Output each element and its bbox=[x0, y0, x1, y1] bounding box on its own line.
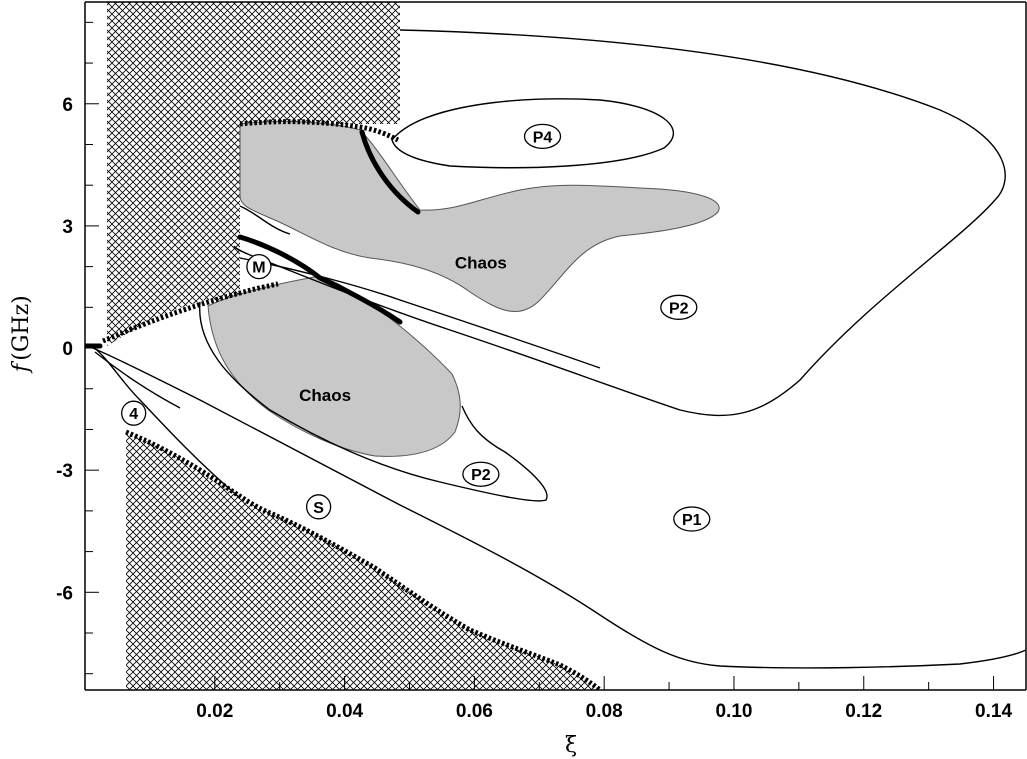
y-tick-label: -3 bbox=[56, 461, 73, 482]
chaos-label: Chaos bbox=[299, 386, 351, 405]
hatched-region-lower bbox=[126, 432, 600, 690]
region-label-circle bbox=[246, 253, 272, 280]
y-axis-title-symbol: f bbox=[9, 360, 34, 374]
region-label-s: S bbox=[305, 494, 332, 520]
y-tick-label: 3 bbox=[62, 217, 73, 238]
region-label-circle bbox=[673, 506, 711, 532]
chaos-region-lower bbox=[207, 275, 461, 457]
region-label-p4: P4 bbox=[523, 123, 562, 149]
p2-lower-boundary bbox=[199, 301, 548, 502]
thick-line-middle bbox=[237, 234, 403, 325]
x-tick-label: 0.14 bbox=[975, 701, 1012, 722]
region-label-circle bbox=[305, 494, 332, 520]
y-tick-label: 6 bbox=[62, 95, 73, 116]
dotted-boundary-lower bbox=[125, 429, 602, 690]
region-label-m: M bbox=[246, 253, 272, 280]
region-label-circle bbox=[462, 461, 500, 487]
y-axis-title: f (GHz) bbox=[9, 295, 34, 374]
m-lower-boundary bbox=[239, 257, 601, 369]
region-label-p1: P1 bbox=[673, 506, 711, 532]
dotted-boundary-middle bbox=[102, 281, 279, 344]
y-tick-label: 0 bbox=[62, 339, 73, 360]
x-tick-label: 0.04 bbox=[326, 701, 363, 722]
axis-ticks bbox=[85, 21, 995, 690]
x-tick-label: 0.12 bbox=[845, 701, 882, 722]
region-label-circle bbox=[121, 400, 147, 426]
x-tick-label: 0.02 bbox=[196, 701, 233, 722]
region-label-text: P2 bbox=[669, 300, 689, 317]
region-label-p2: P2 bbox=[660, 294, 698, 320]
region-label-circle bbox=[523, 123, 562, 149]
region-label-4: 4 bbox=[121, 400, 147, 426]
axes-frame bbox=[84, 1, 1027, 691]
chaos-region-upper bbox=[239, 121, 720, 313]
region-label-text: P1 bbox=[682, 512, 702, 529]
region-label-circle bbox=[660, 294, 698, 320]
region-label-text: P4 bbox=[533, 129, 553, 146]
region-label-p2: P2 bbox=[462, 461, 500, 487]
s-boundary bbox=[94, 351, 181, 409]
region-label-text: P2 bbox=[471, 467, 491, 484]
region-label-text: M bbox=[252, 260, 265, 277]
dotted-boundary-upper bbox=[239, 119, 400, 143]
x-tick-label: 0.06 bbox=[456, 701, 493, 722]
region-label-text: 4 bbox=[129, 406, 138, 423]
region-label-text: Chaos bbox=[455, 254, 507, 273]
x-tick-label: 0.10 bbox=[715, 701, 752, 722]
region-labels: P4 P2 M 4 S P2 P1 Chaos Chaos bbox=[121, 123, 711, 532]
y-tick-label: -6 bbox=[56, 583, 73, 604]
x-tick-label: 0.08 bbox=[586, 701, 623, 722]
tick-labels: 6 3 0 -3 -6 0.02 0.04 0.06 0.08 0.10 0.12 0.14 bbox=[56, 95, 1012, 722]
chaos-label: Chaos bbox=[455, 254, 507, 273]
p1-boundary bbox=[87, 345, 1026, 669]
region-label-text: Chaos bbox=[299, 386, 351, 405]
m-boundary bbox=[239, 205, 291, 235]
thick-line-upper bbox=[359, 129, 421, 215]
y-axis-title-unit: (GHz) bbox=[9, 295, 34, 361]
x-axis-title: ξ bbox=[565, 733, 577, 758]
region-label-text: S bbox=[313, 500, 324, 517]
p4-boundary bbox=[391, 98, 675, 169]
